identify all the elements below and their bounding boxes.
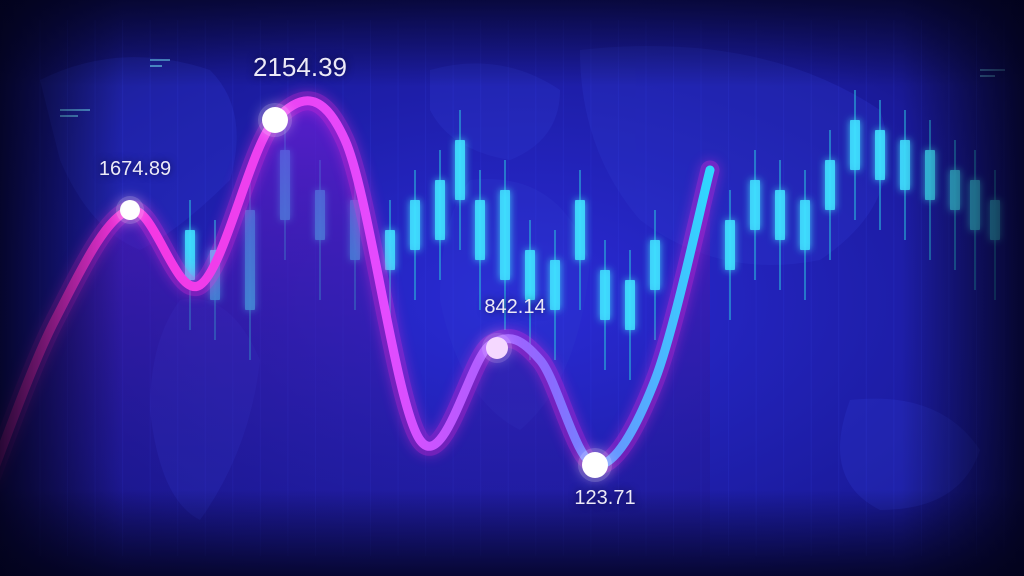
financial-chart: 1674.89 2154.39 842.14 123.71: [0, 0, 1024, 576]
data-point-label: 2154.39: [253, 52, 347, 83]
chart-canvas: [0, 0, 1024, 576]
vignette-vertical: [0, 0, 1024, 576]
data-point-label: 842.14: [484, 296, 545, 319]
data-point-label: 123.71: [574, 487, 635, 510]
data-point-label: 1674.89: [99, 158, 171, 181]
